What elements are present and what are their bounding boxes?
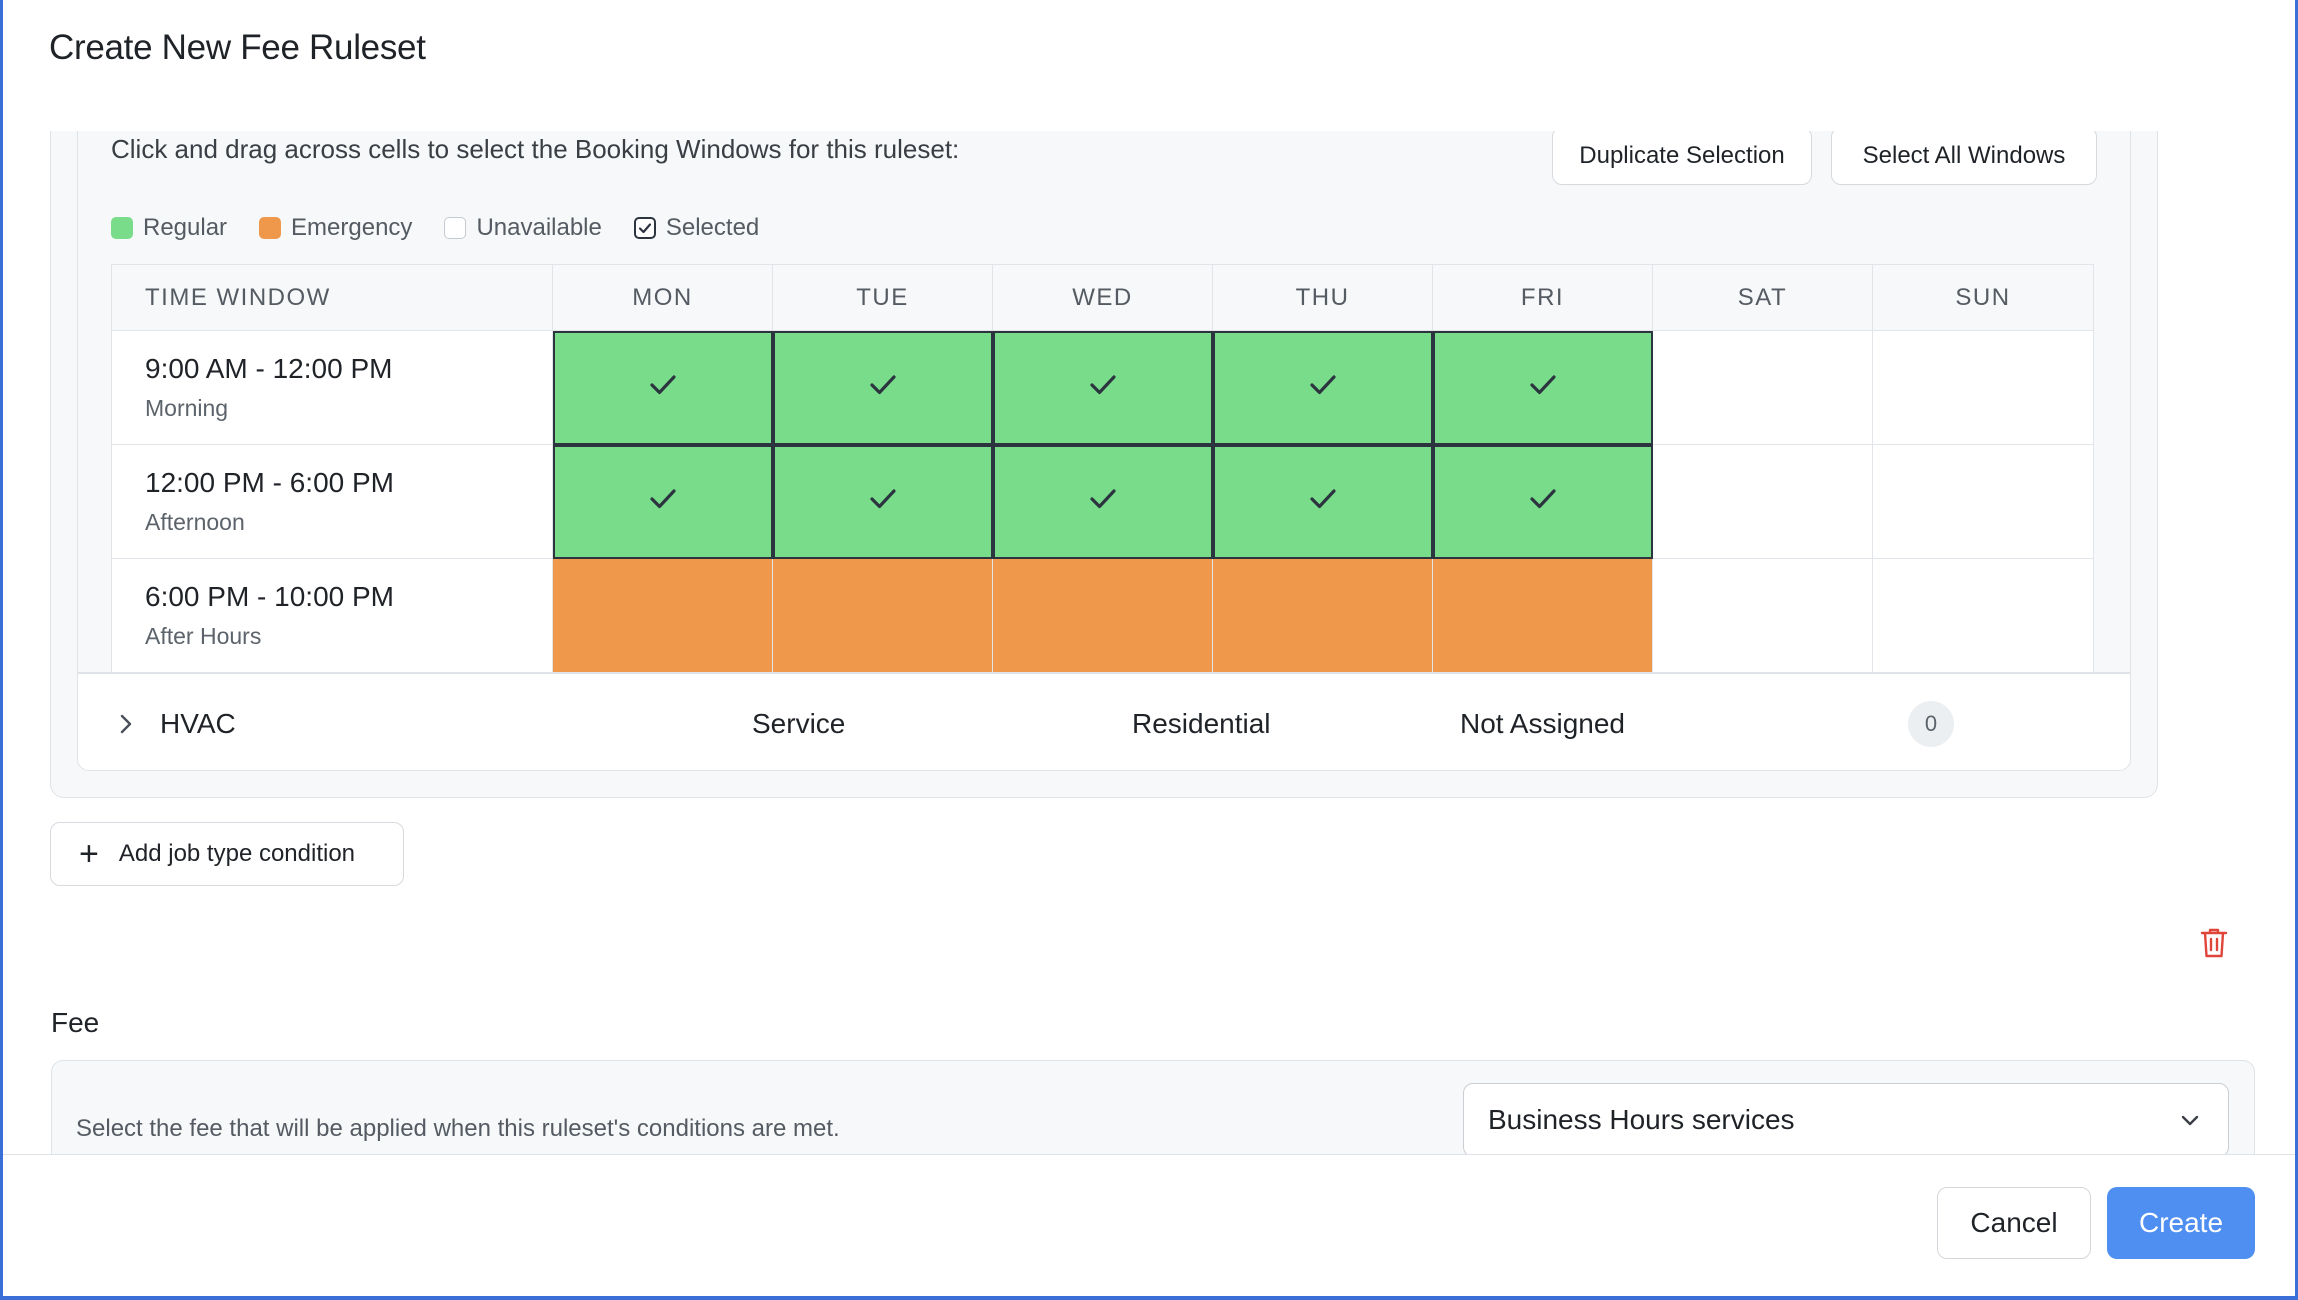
chevron-down-icon <box>2181 1115 2199 1126</box>
plus-icon: + <box>79 835 99 873</box>
job-type-name: HVAC <box>160 708 236 739</box>
job-condition-row[interactable]: HVAC Service Residential Not Assigned 0 <box>78 676 2130 770</box>
fee-select[interactable]: Business Hours services <box>1463 1083 2229 1154</box>
day-header-tue: TUE <box>772 264 993 331</box>
modal-title: Create New Fee Ruleset <box>49 28 426 67</box>
booking-cell-mon[interactable] <box>552 444 773 559</box>
regular-swatch <box>111 217 133 239</box>
legend-label: Regular <box>143 214 228 241</box>
select-all-windows-button[interactable]: Select All Windows <box>1831 131 2097 185</box>
booking-cell-fri[interactable] <box>1432 558 1653 673</box>
day-header-sun: SUN <box>1872 264 2094 331</box>
booking-windows-grid: TIME WINDOW MON TUE WED THU FRI SAT SUN … <box>111 264 2094 673</box>
time-window-row: 12:00 PM - 6:00 PM Afternoon <box>111 444 2094 559</box>
check-icon <box>649 489 676 509</box>
booking-cell-thu[interactable] <box>1212 330 1433 445</box>
emergency-swatch <box>259 217 282 239</box>
legend-label: Emergency <box>291 214 413 241</box>
fee-section-label: Fee <box>51 1007 100 1038</box>
time-window-row: 9:00 AM - 12:00 PM Morning <box>111 330 2094 445</box>
booking-cell-sun[interactable] <box>1872 558 2094 673</box>
time-window-range: 9:00 AM - 12:00 PM <box>145 353 393 384</box>
duplicate-selection-button[interactable]: Duplicate Selection <box>1552 131 1812 185</box>
modal-body[interactable]: Click and drag across cells to select th… <box>3 131 2295 1154</box>
job-type-segment: Residential <box>1132 708 1271 739</box>
booking-windows-panel: Click and drag across cells to select th… <box>78 131 2130 674</box>
booking-cell-sat[interactable] <box>1652 558 1873 673</box>
booking-cell-sun[interactable] <box>1872 330 2094 445</box>
booking-windows-instructions: Click and drag across cells to select th… <box>111 134 960 164</box>
check-icon <box>649 375 676 395</box>
booking-cell-thu[interactable] <box>1212 558 1433 673</box>
booking-cell-sat[interactable] <box>1652 444 1873 559</box>
time-window-label: Morning <box>145 395 229 421</box>
booking-cell-wed[interactable] <box>992 444 1213 559</box>
check-icon <box>1089 489 1116 509</box>
count-badge: 0 <box>1908 701 1954 747</box>
legend-selected: Selected <box>633 214 760 242</box>
time-window-range: 6:00 PM - 10:00 PM <box>145 581 395 612</box>
booking-cell-fri[interactable] <box>1432 330 1653 445</box>
day-header-thu: THU <box>1212 264 1433 331</box>
legend-regular: Regular <box>111 214 227 242</box>
selected-swatch <box>633 217 656 239</box>
booking-cell-mon[interactable] <box>552 558 773 673</box>
create-button[interactable]: Create <box>2107 1187 2255 1259</box>
job-type-category: Service <box>752 708 846 739</box>
day-header-mon: MON <box>552 264 773 331</box>
check-icon <box>1089 375 1116 395</box>
add-condition-label: Add job type condition <box>118 840 356 867</box>
time-window-row: 6:00 PM - 10:00 PM After Hours <box>111 558 2094 673</box>
job-type-assignment: Not Assigned <box>1460 708 1625 739</box>
day-header-sat: SAT <box>1652 264 1873 331</box>
trash-icon[interactable] <box>2199 926 2229 965</box>
check-icon <box>1529 489 1556 509</box>
time-window-header: TIME WINDOW <box>111 264 553 331</box>
check-icon <box>1309 489 1336 509</box>
time-window-cell: 9:00 AM - 12:00 PM Morning <box>111 330 553 445</box>
legend-label: Selected <box>665 214 760 241</box>
check-icon <box>638 223 651 234</box>
check-icon <box>1529 375 1556 395</box>
booking-cell-tue[interactable] <box>772 444 993 559</box>
booking-cell-thu[interactable] <box>1212 444 1433 559</box>
day-header-fri: FRI <box>1432 264 1653 331</box>
fee-card: Select the fee that will be applied when… <box>51 1060 2255 1154</box>
grid-body: 9:00 AM - 12:00 PM Morning 12:00 PM - 6:00… <box>111 330 2094 673</box>
booking-cell-sun[interactable] <box>1872 444 2094 559</box>
time-window-cell: 6:00 PM - 10:00 PM After Hours <box>111 558 553 673</box>
check-icon <box>1309 375 1336 395</box>
booking-cell-wed[interactable] <box>992 330 1213 445</box>
job-condition-item: Click and drag across cells to select th… <box>77 131 2131 771</box>
chevron-right-icon[interactable] <box>116 676 136 770</box>
booking-cell-fri[interactable] <box>1432 444 1653 559</box>
check-icon <box>869 375 896 395</box>
time-window-label: After Hours <box>145 623 262 649</box>
modal-header: Create New Fee Ruleset <box>3 0 2295 131</box>
day-header-wed: WED <box>992 264 1213 331</box>
booking-cell-mon[interactable] <box>552 330 773 445</box>
check-icon <box>869 489 896 509</box>
legend-label: Unavailable <box>476 214 602 241</box>
legend-unavailable: Unavailable <box>444 214 602 242</box>
booking-cell-sat[interactable] <box>1652 330 1873 445</box>
time-window-range: 12:00 PM - 6:00 PM <box>145 467 395 498</box>
count-cell: 0 <box>1908 676 1954 770</box>
unavailable-swatch <box>444 217 467 239</box>
legend-emergency: Emergency <box>259 214 412 242</box>
booking-cell-tue[interactable] <box>772 558 993 673</box>
time-window-label: Afternoon <box>145 509 245 535</box>
cancel-button[interactable]: Cancel <box>1937 1187 2091 1259</box>
add-job-type-condition-button[interactable]: + Add job type condition <box>50 822 404 886</box>
modal-footer: Cancel Create <box>3 1154 2295 1296</box>
booking-cell-tue[interactable] <box>772 330 993 445</box>
fee-description: Select the fee that will be applied when… <box>76 1115 840 1142</box>
fee-select-value: Business Hours services <box>1488 1104 1795 1135</box>
booking-cell-wed[interactable] <box>992 558 1213 673</box>
booking-windows-legend: Regular Emergency Unavailable S <box>111 214 759 242</box>
time-window-cell: 12:00 PM - 6:00 PM Afternoon <box>111 444 553 559</box>
grid-header-row: TIME WINDOW MON TUE WED THU FRI SAT SUN <box>111 264 2094 331</box>
